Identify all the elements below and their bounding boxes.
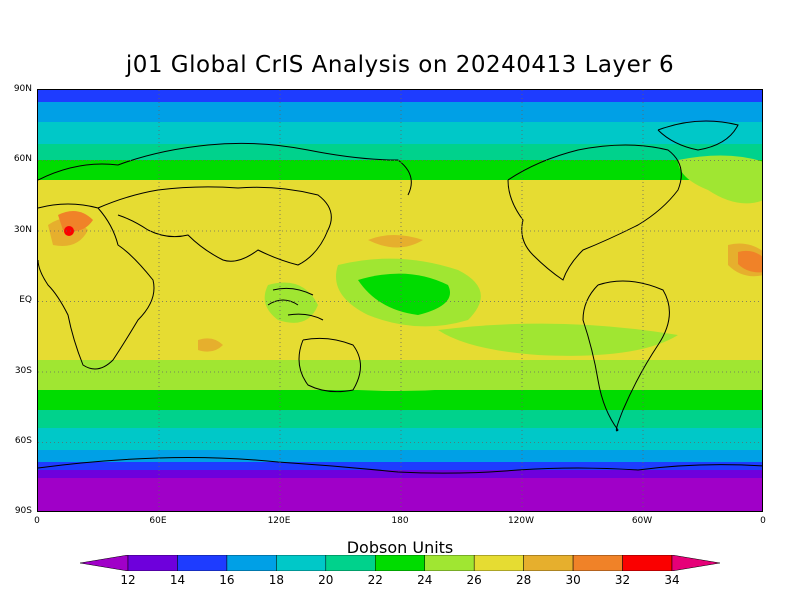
colorbar-tick-label: 16: [219, 573, 235, 587]
colorbar-tick-label: 32: [614, 573, 631, 587]
colorbar-swatch: [177, 554, 228, 572]
colorbar-tick-label: 22: [367, 573, 383, 587]
australia-coast: [298, 337, 361, 393]
colorbar-tick-label: 26: [466, 573, 482, 587]
lat-label-90s: 90S: [14, 506, 32, 516]
colorbar-tick-label: 24: [417, 573, 433, 587]
colorbar-swatch: [276, 554, 327, 572]
colorbar-swatches: [79, 554, 721, 572]
lon-label-120e: 120E: [267, 516, 291, 526]
eurasia-north-coast: [38, 142, 412, 196]
colorbar-tick-label: 14: [169, 573, 186, 587]
lat-label-30n: 30N: [13, 225, 32, 235]
map-title: j01 Global CrIS Analysis on 20240413 Lay…: [125, 52, 675, 78]
colorbar-tick-label: 20: [318, 573, 334, 587]
band-south-midlat: [38, 410, 762, 428]
band-polar-north: [38, 90, 762, 102]
lat-label-60s: 60S: [14, 436, 32, 446]
south-america-coast: [582, 280, 670, 432]
band-antarctic: [38, 470, 762, 478]
colorbar-swatch: [226, 554, 277, 572]
colorbar-swatch: [572, 554, 623, 572]
graticule: [38, 90, 762, 511]
band-polar-south: [38, 478, 762, 511]
lat-label-30s: 30S: [14, 366, 32, 376]
lat-label-eq: EQ: [19, 295, 32, 305]
coastlines: [38, 120, 762, 474]
colorbar-high-end: [671, 554, 721, 572]
colorbar-tick-label: 18: [268, 573, 284, 587]
eurasia-south-coast: [97, 186, 332, 266]
band-antarctic-edge: [38, 462, 762, 470]
lon-label-60e: 60E: [149, 516, 167, 526]
lat-label-60n: 60N: [13, 154, 32, 164]
colorbar-tick-label: 28: [515, 573, 532, 587]
patch-orange-f: [198, 338, 223, 352]
north-america-coast: [507, 144, 682, 281]
lon-label-120w: 120W: [507, 516, 535, 526]
band-north-midlat: [38, 160, 762, 180]
band-subantarctic: [38, 450, 762, 462]
patch-maritime-continent: [264, 282, 318, 323]
band-subarctic: [38, 122, 762, 144]
lon-label-0-west: 0: [34, 516, 40, 526]
lat-label-90n: 90N: [13, 84, 32, 94]
patch-north-atlantic: [678, 155, 762, 204]
colorbar-title: Dobson Units: [346, 538, 454, 557]
band-north-mid: [38, 144, 762, 160]
patch-orange-c: [368, 235, 423, 248]
patch-south-light-green: [38, 360, 762, 391]
band-arctic: [38, 102, 762, 122]
indonesia-coast: [267, 287, 324, 321]
colorbar: [79, 554, 721, 572]
patch-red-max: [64, 226, 74, 236]
antarctica-coast: [38, 457, 762, 474]
ozone-map: [37, 89, 763, 512]
colorbar-swatch: [127, 554, 178, 572]
patch-pacific-low-b: [358, 273, 450, 315]
patch-orange-b: [58, 211, 93, 232]
colorbar-swatch: [325, 554, 376, 572]
colorbar-tick-label: 12: [120, 573, 136, 587]
patch-orange-e: [738, 250, 762, 273]
lon-label-0-east: 0: [760, 516, 766, 526]
colorbar-swatch: [375, 554, 425, 572]
africa-coast: [38, 203, 155, 370]
greenland-coast: [657, 120, 739, 151]
band-southern-ocean: [38, 428, 762, 450]
colorbar-low-end: [79, 554, 129, 572]
colorbar-swatch: [523, 554, 574, 572]
patch-south-pacific: [438, 323, 678, 356]
ozone-field: [38, 90, 762, 511]
colorbar-tick-label: 30: [565, 573, 581, 587]
colorbar-swatch: [473, 554, 524, 572]
colorbar-swatch: [622, 554, 673, 572]
lon-label-60w: 60W: [631, 516, 653, 526]
colorbar-tick-label: 34: [664, 573, 680, 587]
colorbar-swatch: [424, 554, 475, 572]
band-south-mid: [38, 390, 762, 410]
lon-label-180: 180: [391, 516, 409, 526]
